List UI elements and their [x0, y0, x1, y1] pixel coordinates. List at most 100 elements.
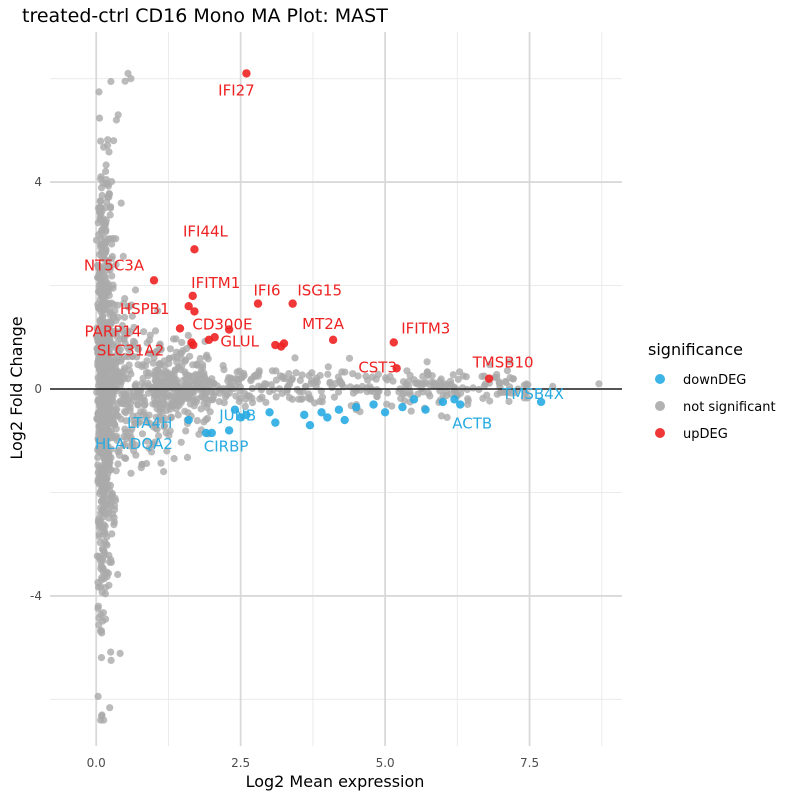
point-not-significant	[292, 369, 300, 377]
point-not-significant	[203, 351, 211, 359]
point-not-significant	[129, 337, 138, 345]
point-not-significant	[97, 368, 105, 376]
point-not-significant	[181, 383, 189, 392]
point-not-significant	[176, 365, 185, 374]
point-not-significant	[437, 412, 446, 420]
point-not-significant	[112, 406, 120, 414]
point-not-significant	[95, 287, 104, 295]
point-not-significant	[120, 441, 129, 449]
point-not-significant	[423, 358, 431, 366]
point-not-significant	[437, 375, 445, 383]
point-not-significant	[115, 451, 124, 459]
point-not-significant	[95, 621, 103, 629]
gene-label-parp14: PARP14	[85, 322, 142, 340]
point-not-significant	[121, 352, 129, 360]
point-not-significant	[170, 455, 178, 463]
point-not-significant	[98, 506, 106, 514]
point-not-significant	[97, 173, 105, 181]
gene-label-mt2a: MT2A	[302, 315, 345, 333]
point-not-significant	[254, 372, 262, 380]
point-not-significant	[107, 320, 115, 328]
point-not-significant	[94, 396, 102, 404]
point-downDEG-lta4h	[184, 415, 193, 425]
point-not-significant	[165, 431, 173, 439]
point-not-significant	[177, 355, 185, 363]
point-not-significant	[118, 391, 126, 399]
point-not-significant	[190, 402, 198, 410]
point-downDEG-cirbp	[224, 426, 234, 435]
point-not-significant	[215, 398, 223, 406]
point-not-significant	[184, 371, 192, 380]
point-not-significant	[106, 704, 114, 712]
gene-label-hspb1: HSPB1	[120, 300, 170, 318]
point-not-significant	[100, 378, 108, 386]
point-not-significant	[114, 111, 122, 119]
point-not-significant	[478, 372, 486, 380]
point-not-significant	[100, 575, 108, 583]
x-tick-label: 2.5	[231, 756, 250, 770]
point-not-significant	[125, 361, 133, 369]
point-upDEG	[189, 340, 198, 350]
point-not-significant	[102, 540, 110, 548]
gene-labels: IFI27 IFI44L NT5C3A IFITM1 HSPB1 IFI6 ISG15 CD3…	[84, 81, 564, 455]
point-not-significant	[98, 407, 106, 415]
point-not-significant	[96, 280, 104, 288]
point-not-significant	[95, 264, 103, 273]
point-not-significant	[220, 366, 228, 374]
point-downDEG	[334, 405, 344, 414]
legend-label: upDEG	[683, 427, 728, 442]
point-not-significant	[141, 400, 149, 408]
point-not-significant	[107, 648, 115, 656]
point-not-significant	[405, 382, 413, 390]
point-not-significant	[114, 301, 122, 309]
point-upDEG-tmsb10	[484, 374, 494, 383]
point-not-significant	[98, 191, 106, 200]
point-not-significant	[102, 161, 110, 169]
point-not-significant	[423, 368, 431, 376]
gene-label-cd300e: CD300E	[192, 315, 252, 333]
point-not-significant	[272, 376, 280, 384]
point-downDEG	[305, 421, 315, 430]
point-not-significant	[153, 369, 161, 377]
not-significant-points	[92, 69, 603, 724]
point-not-significant	[107, 495, 115, 503]
point-not-significant	[362, 372, 370, 380]
point-upDEG-cst3	[392, 364, 401, 373]
point-not-significant	[134, 345, 142, 353]
point-not-significant	[142, 369, 150, 377]
gene-label-lta4h: LTA4H	[127, 414, 172, 432]
point-not-significant	[262, 380, 270, 388]
significant-points	[149, 69, 546, 438]
point-not-significant	[486, 397, 494, 405]
point-not-significant	[241, 389, 249, 398]
point-not-significant	[106, 326, 114, 334]
point-not-significant	[201, 375, 209, 383]
legend-title: significance	[648, 340, 743, 359]
point-not-significant	[100, 388, 108, 396]
chart-title: treated-ctrl CD16 Mono MA Plot: MAST	[22, 5, 388, 27]
point-not-significant	[96, 490, 104, 498]
point-not-significant	[133, 353, 141, 361]
point-upDEG-mt2a	[328, 335, 338, 345]
point-not-significant	[456, 368, 464, 376]
point-upDEG-cd300e	[190, 307, 199, 316]
point-not-significant	[145, 411, 153, 419]
point-not-significant	[94, 446, 102, 454]
point-not-significant	[107, 656, 115, 665]
point-not-significant	[98, 226, 106, 234]
point-not-significant	[151, 376, 159, 384]
point-not-significant	[549, 382, 557, 390]
point-not-significant	[158, 415, 166, 423]
point-not-significant	[117, 415, 125, 423]
legend: significance downDEG not significant upDEG	[648, 340, 776, 442]
point-not-significant	[304, 394, 312, 402]
point-downDEG	[300, 410, 309, 420]
point-not-significant	[96, 627, 105, 635]
point-not-significant	[358, 382, 366, 391]
point-not-significant	[442, 392, 450, 400]
point-downDEG	[438, 397, 448, 407]
point-not-significant	[100, 527, 108, 536]
point-not-significant	[104, 136, 112, 144]
point-not-significant	[248, 399, 257, 407]
point-not-significant	[125, 302, 133, 310]
